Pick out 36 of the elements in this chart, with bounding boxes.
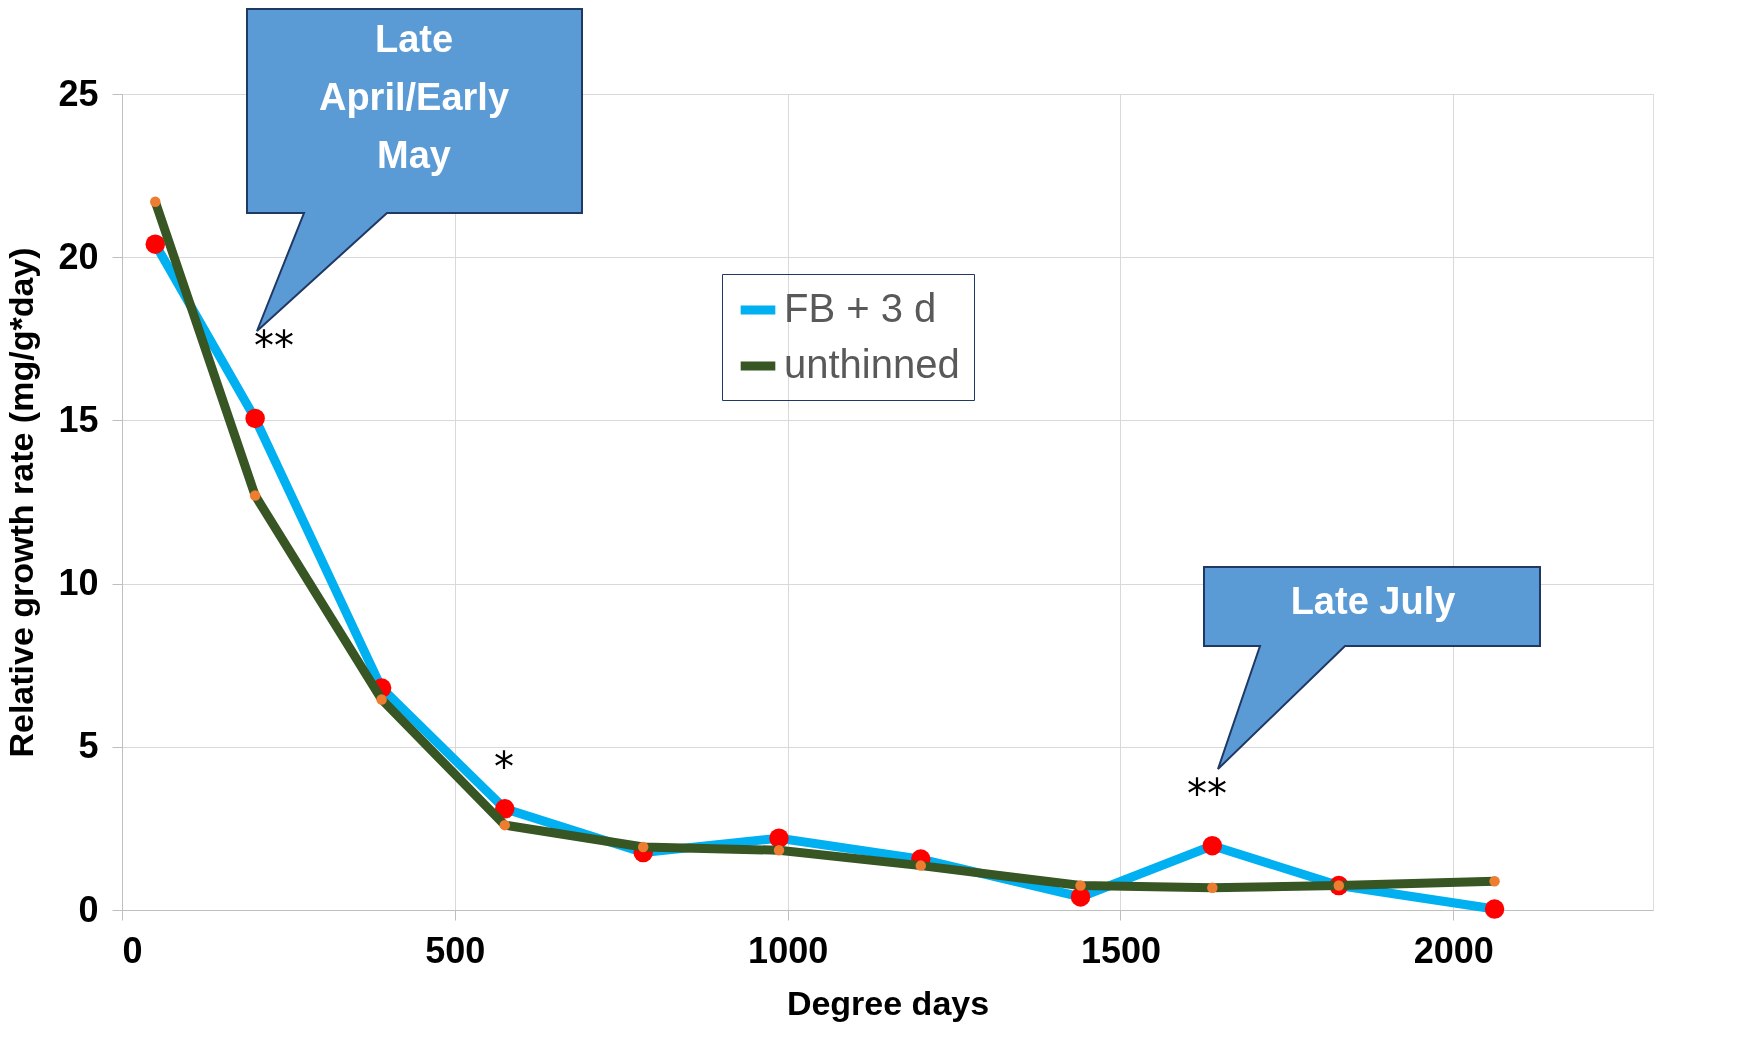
y-tick-label: 0 bbox=[78, 888, 99, 930]
point bbox=[1489, 876, 1500, 887]
x-tick-label: 0 bbox=[122, 929, 143, 971]
legend-label: unthinned bbox=[784, 342, 960, 386]
point bbox=[245, 408, 265, 429]
annotation: * bbox=[494, 744, 514, 790]
annotation: Late July bbox=[1290, 580, 1456, 622]
y-tick-label: 15 bbox=[58, 398, 99, 440]
y-tick-label: 20 bbox=[58, 235, 99, 277]
point bbox=[915, 860, 927, 871]
point bbox=[773, 845, 785, 856]
y-tick-label: 10 bbox=[58, 562, 99, 604]
point bbox=[150, 196, 161, 207]
y-axis-title: Relative growth rate (mg/g*day) bbox=[2, 247, 41, 758]
y-tick-label: 25 bbox=[58, 72, 99, 114]
x-tick-label: 1500 bbox=[1080, 929, 1162, 971]
point bbox=[1484, 899, 1505, 919]
point bbox=[1070, 887, 1091, 907]
point bbox=[1202, 835, 1223, 856]
annotation: ** bbox=[254, 323, 294, 369]
point bbox=[145, 234, 166, 254]
point bbox=[499, 819, 510, 831]
point bbox=[637, 841, 649, 853]
point bbox=[769, 828, 789, 848]
x-axis-title: Degree days bbox=[786, 983, 990, 1022]
annotation: Late April/Early May bbox=[318, 18, 510, 176]
x-tick-label: 2000 bbox=[1413, 929, 1494, 971]
legend-label: FB + 3 d bbox=[784, 286, 937, 330]
point bbox=[1075, 880, 1086, 891]
point bbox=[376, 694, 387, 705]
point bbox=[1207, 882, 1218, 894]
annotation: ** bbox=[1187, 771, 1227, 817]
y-tick-label: 5 bbox=[78, 725, 99, 767]
x-tick-label: 500 bbox=[425, 929, 486, 971]
point bbox=[249, 490, 261, 501]
x-tick-label: 1000 bbox=[748, 929, 829, 971]
